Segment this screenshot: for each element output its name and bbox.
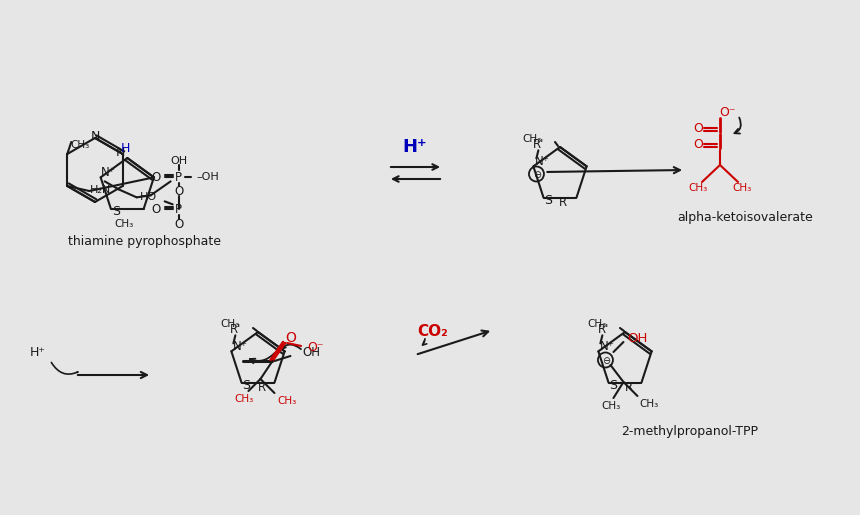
Text: OH: OH bbox=[303, 347, 321, 359]
Text: N⁺: N⁺ bbox=[600, 340, 615, 353]
Text: CH₃: CH₃ bbox=[114, 219, 134, 229]
Text: O: O bbox=[693, 122, 703, 134]
Text: O: O bbox=[151, 203, 161, 216]
Text: N: N bbox=[90, 129, 100, 143]
Text: ⊖: ⊖ bbox=[533, 169, 541, 180]
Text: N⁺: N⁺ bbox=[101, 166, 116, 179]
FancyArrowPatch shape bbox=[422, 339, 427, 345]
Text: thiamine pyrophosphate: thiamine pyrophosphate bbox=[69, 235, 222, 249]
Text: CH₃: CH₃ bbox=[71, 140, 89, 150]
Text: S: S bbox=[243, 379, 250, 392]
Text: S: S bbox=[112, 205, 120, 218]
Text: CH₃: CH₃ bbox=[221, 319, 240, 329]
FancyArrowPatch shape bbox=[734, 117, 740, 133]
Text: N: N bbox=[116, 146, 126, 159]
Text: S: S bbox=[610, 379, 617, 392]
Text: R: R bbox=[624, 381, 632, 394]
Text: P: P bbox=[175, 203, 182, 216]
Text: ⊖: ⊖ bbox=[602, 355, 610, 366]
Text: OH: OH bbox=[628, 332, 648, 345]
Text: R': R' bbox=[230, 323, 241, 336]
FancyArrowPatch shape bbox=[52, 363, 77, 374]
Text: OH: OH bbox=[170, 157, 187, 166]
Text: H⁺: H⁺ bbox=[402, 138, 427, 156]
Text: O⁻: O⁻ bbox=[720, 106, 736, 118]
Text: CH₃: CH₃ bbox=[587, 319, 607, 329]
Text: S: S bbox=[544, 194, 552, 207]
Text: CO₂: CO₂ bbox=[418, 324, 448, 339]
Text: CH₃: CH₃ bbox=[602, 401, 621, 411]
Text: P: P bbox=[175, 171, 182, 184]
Text: O: O bbox=[151, 171, 161, 184]
Text: CH₃: CH₃ bbox=[733, 183, 752, 193]
Text: H₂N: H₂N bbox=[89, 185, 111, 195]
Text: O: O bbox=[174, 185, 183, 198]
Text: H: H bbox=[120, 142, 130, 154]
Text: O: O bbox=[174, 218, 183, 231]
Text: CH₃: CH₃ bbox=[640, 399, 659, 409]
Text: O⁻: O⁻ bbox=[307, 341, 323, 354]
Text: O: O bbox=[693, 138, 703, 150]
Text: CH₃: CH₃ bbox=[235, 394, 254, 404]
FancyArrowPatch shape bbox=[249, 353, 274, 363]
Text: R: R bbox=[558, 196, 567, 209]
Text: R: R bbox=[257, 381, 266, 394]
Text: R': R' bbox=[532, 138, 544, 151]
Text: 2-methylpropanol-TPP: 2-methylpropanol-TPP bbox=[622, 425, 759, 438]
Text: HO: HO bbox=[139, 192, 157, 202]
Text: CH₃: CH₃ bbox=[688, 183, 708, 193]
Text: CH₃: CH₃ bbox=[523, 134, 542, 144]
FancyArrowPatch shape bbox=[280, 344, 301, 349]
Text: N⁺: N⁺ bbox=[233, 340, 248, 353]
Text: N⁺: N⁺ bbox=[535, 155, 550, 168]
Text: O: O bbox=[286, 331, 297, 345]
Text: –OH: –OH bbox=[197, 173, 219, 182]
Text: CH₃: CH₃ bbox=[278, 396, 297, 406]
Text: H⁺: H⁺ bbox=[30, 346, 46, 358]
Text: R': R' bbox=[598, 323, 609, 336]
Text: alpha-ketoisovalerate: alpha-ketoisovalerate bbox=[677, 212, 813, 225]
